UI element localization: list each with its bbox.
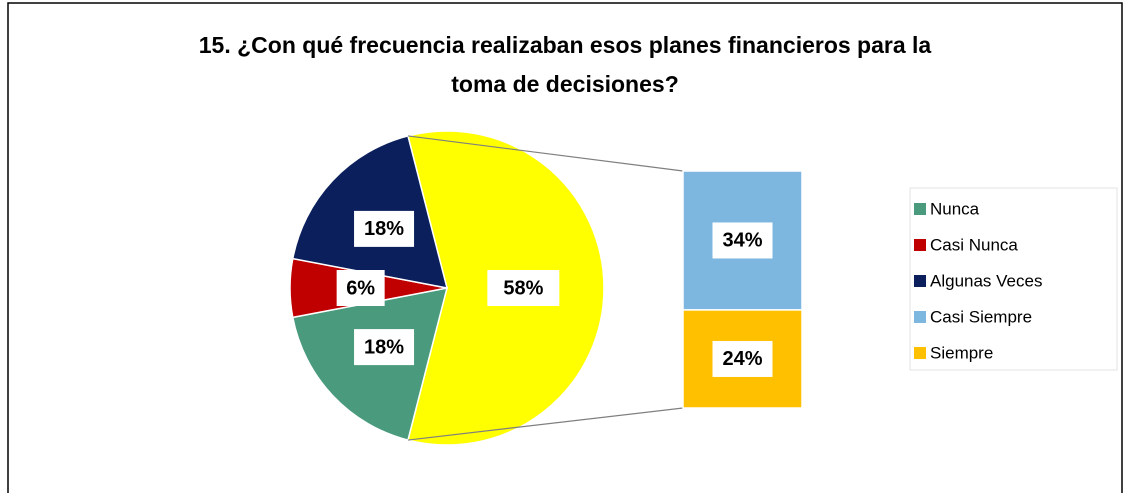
legend-swatch bbox=[914, 239, 926, 251]
legend-label: Casi Nunca bbox=[930, 235, 1018, 254]
data-label: 18% bbox=[364, 218, 404, 240]
legend-box bbox=[909, 187, 1118, 371]
data-label-box bbox=[712, 222, 773, 259]
chart-title: 15. ¿Con qué frecuencia realizaban esos … bbox=[199, 32, 932, 58]
connector-line bbox=[407, 407, 684, 441]
legend-label: Siempre bbox=[930, 343, 993, 362]
legend-label: Nunca bbox=[930, 199, 980, 218]
legend-swatch bbox=[914, 275, 926, 287]
legend-label: Casi Siempre bbox=[930, 307, 1032, 326]
legend-label: Algunas Veces bbox=[930, 271, 1042, 290]
data-label: 18% bbox=[364, 336, 404, 358]
data-label-box bbox=[487, 270, 560, 306]
data-label: 6% bbox=[346, 277, 375, 299]
data-label-box bbox=[354, 210, 415, 247]
data-label: 24% bbox=[722, 348, 762, 370]
legend-swatch bbox=[914, 311, 926, 323]
legend-swatch bbox=[914, 347, 926, 359]
data-label-box bbox=[712, 340, 773, 377]
data-label: 34% bbox=[722, 230, 762, 252]
data-label: 58% bbox=[503, 277, 543, 299]
data-label-box bbox=[336, 270, 385, 306]
legend-swatch bbox=[914, 203, 926, 215]
data-label-box bbox=[354, 329, 415, 366]
chart-title: toma de decisiones? bbox=[451, 71, 679, 97]
connector-line bbox=[407, 135, 684, 172]
